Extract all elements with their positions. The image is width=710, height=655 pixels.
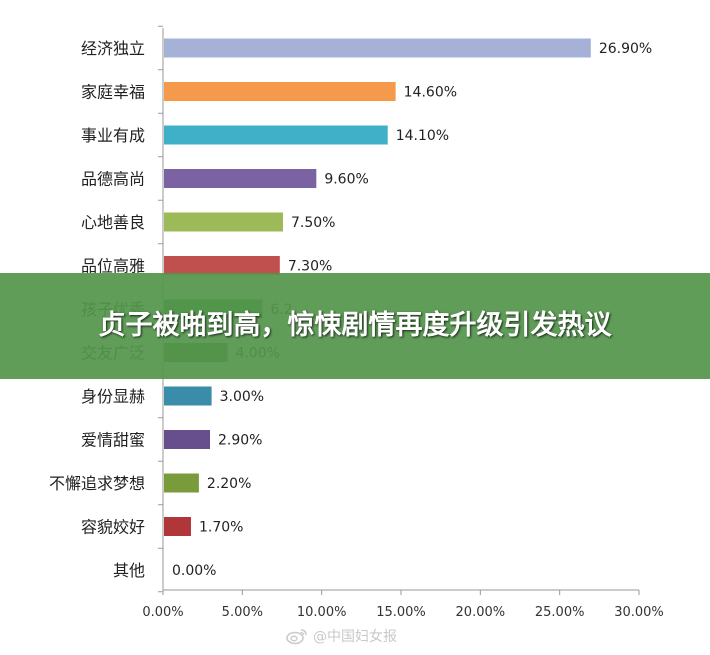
weibo-icon [286, 629, 307, 645]
category-label: 心地善良 [81, 213, 145, 232]
category-label: 品位高雅 [81, 257, 145, 276]
x-tick-label: 10.00% [297, 605, 347, 620]
category-label: 身份显赫 [81, 387, 145, 406]
data-label: 7.50% [291, 215, 335, 231]
bar [164, 125, 388, 145]
category-label: 事业有成 [81, 126, 145, 145]
x-tick-label: 20.00% [456, 605, 506, 620]
data-label: 7.30% [288, 259, 332, 275]
data-label: 26.90% [599, 41, 652, 57]
bar [164, 256, 280, 275]
category-label: 不懈追求梦想 [49, 474, 145, 493]
category-label: 爱情甜蜜 [81, 431, 145, 450]
x-tick-label: 30.00% [614, 605, 664, 620]
data-label: 14.60% [404, 85, 457, 101]
bar [164, 212, 283, 232]
bar [164, 386, 212, 406]
bar [164, 430, 211, 449]
category-label: 品德高尚 [81, 170, 145, 189]
bar [164, 169, 317, 188]
data-label: 9.60% [324, 172, 368, 188]
headline-banner: 贞子被啪到高，惊悚剧情再度升级引发热议 [0, 273, 710, 379]
headline-text: 贞子被啪到高，惊悚剧情再度升级引发热议 [98, 310, 612, 341]
bar [164, 38, 591, 58]
x-tick-label: 25.00% [535, 605, 585, 620]
category-label: 其他 [113, 561, 145, 580]
data-label: 2.90% [218, 433, 262, 449]
category-label: 容貌姣好 [81, 518, 145, 537]
watermark-text: @中国妇女报 [313, 629, 397, 645]
bar [164, 82, 396, 101]
x-tick-label: 5.00% [222, 605, 263, 620]
data-label: 0.00% [172, 563, 216, 579]
category-label: 经济独立 [81, 39, 145, 58]
x-tick-label: 0.00% [142, 605, 183, 620]
category-label: 家庭幸福 [81, 83, 145, 102]
data-label: 1.70% [199, 520, 243, 536]
x-tick-label: 15.00% [376, 605, 426, 620]
bar [164, 473, 199, 493]
watermark: @中国妇女报 [285, 626, 397, 646]
bar [164, 517, 191, 536]
data-label: 14.10% [396, 128, 449, 144]
data-label: 2.20% [207, 476, 251, 492]
data-label: 3.00% [220, 389, 264, 405]
